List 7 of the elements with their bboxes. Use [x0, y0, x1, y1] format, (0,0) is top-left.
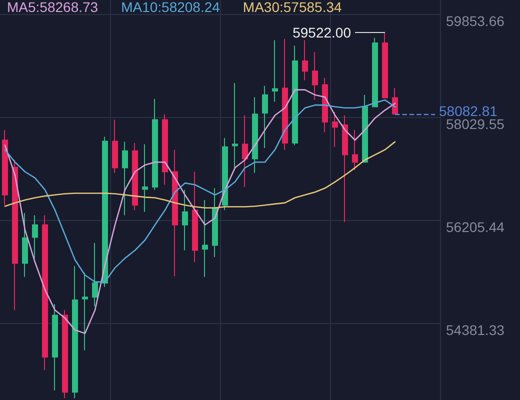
- annotation: 59522.00: [292, 24, 352, 41]
- y-tick-label: 59853.66: [446, 12, 505, 29]
- text: MA30:57585.34: [242, 0, 342, 15]
- text: MA10:58208.24: [121, 0, 220, 15]
- y-tick-label: 56205.44: [446, 219, 505, 236]
- text: MA5:58268.73: [7, 0, 98, 15]
- y-tick-label: 54381.33: [446, 322, 505, 338]
